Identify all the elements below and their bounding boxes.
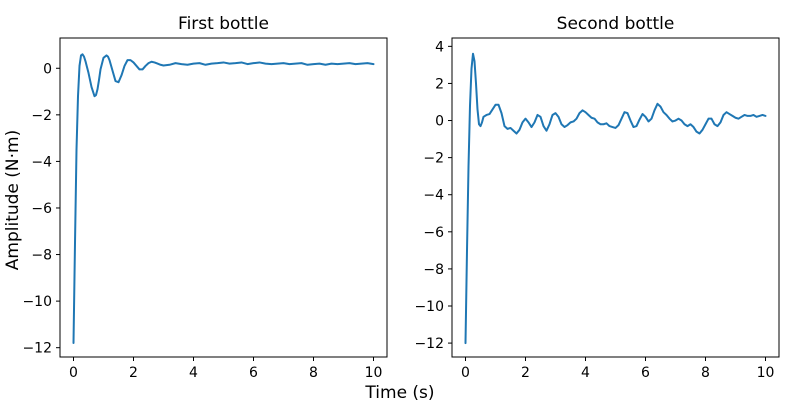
series-line [464,52,767,345]
plot-frame [59,37,388,358]
y-tick-label: −12 [414,336,444,352]
y-tick-label: −2 [423,151,444,167]
x-tick-label: 0 [69,365,78,381]
y-tick-label: −8 [31,248,52,264]
chart-title: Second bottle [557,14,675,34]
x-tick-label: 10 [757,365,775,381]
chart-title: First bottle [178,14,269,34]
series-line [72,53,375,345]
x-tick-label: 6 [249,365,258,381]
x-tick-label: 4 [189,365,198,381]
x-tick-label: 2 [129,365,138,381]
y-tick-label: −6 [31,201,52,217]
x-tick-label: 10 [365,365,383,381]
y-tick-label: −10 [414,299,444,315]
y-tick-label: −10 [22,294,52,310]
x-axis-label: Time (s) [364,383,434,400]
x-tick-label: 8 [701,365,710,381]
chart-panel-second: Second bottle 0 2 4 6 8 10 4 2 0 −2 −4 −6 −8 −10 −12 [414,14,780,381]
y-tick-label: 4 [435,39,444,55]
x-tick-label: 2 [521,365,530,381]
y-tick-label: −4 [423,188,444,204]
y-tick-label: −4 [31,154,52,170]
x-tick-label: 0 [461,365,470,381]
x-tick-label: 4 [581,365,590,381]
chart-panel-first: First bottle 0 2 4 6 8 10 0 −2 −4 −6 −8 −10 −12 [22,14,388,381]
plot-frame [451,37,780,358]
y-tick-label: −8 [423,262,444,278]
y-tick-label: 0 [435,114,444,130]
x-tick-label: 8 [309,365,318,381]
x-tick-label: 6 [641,365,650,381]
y-tick-label: −12 [22,341,52,357]
y-tick-label: −6 [423,225,444,241]
y-tick-label: 2 [435,76,444,92]
y-tick-label: 0 [43,61,52,77]
y-axis-label: Amplitude (N·m) [3,130,23,270]
y-tick-label: −2 [31,108,52,124]
